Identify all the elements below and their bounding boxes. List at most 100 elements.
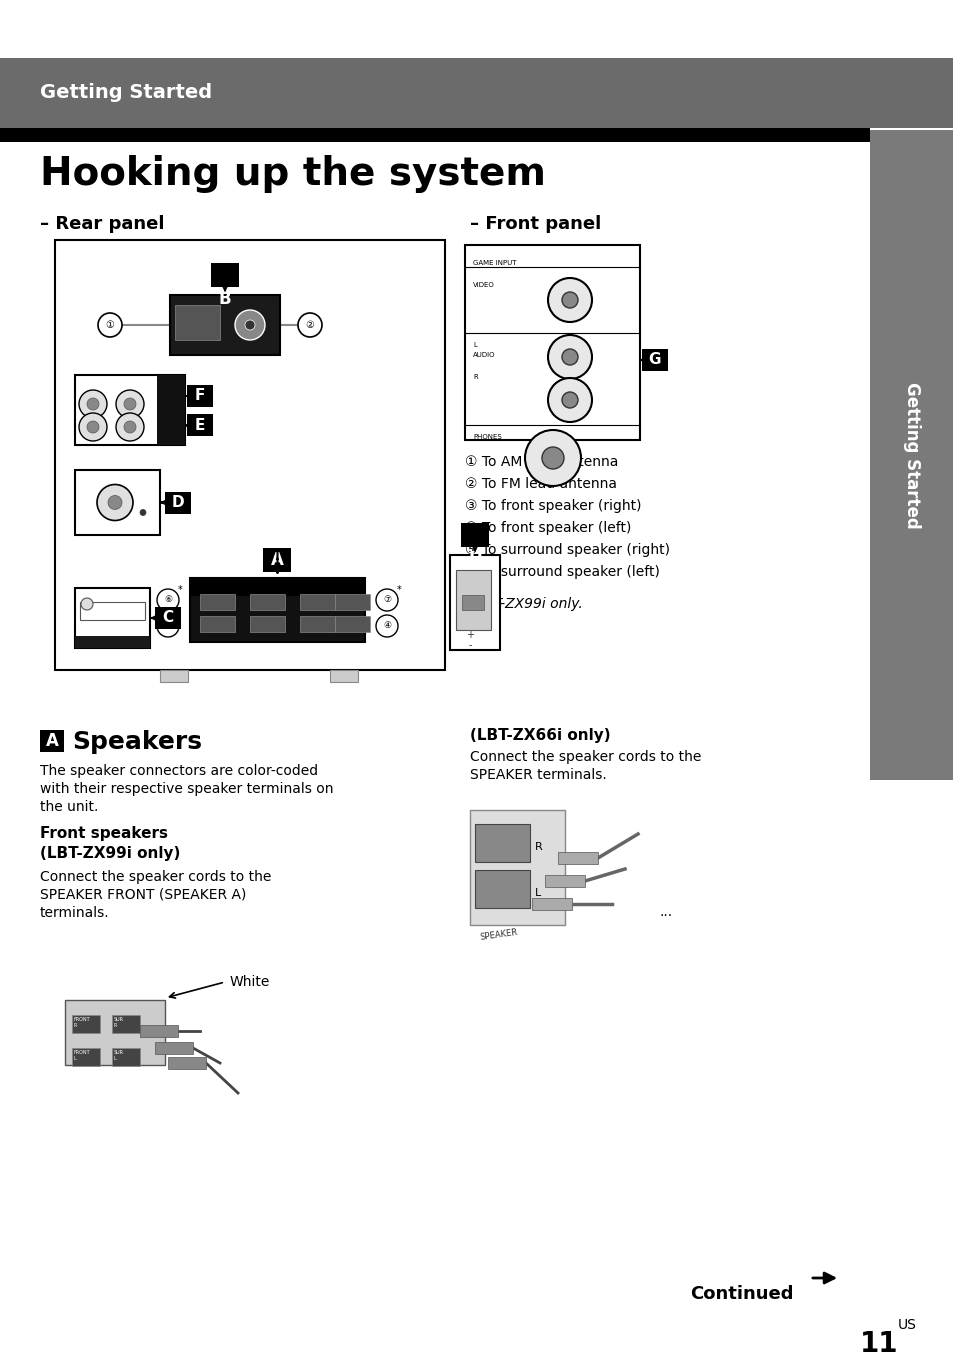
Bar	[335, 594, 370, 611]
Text: GAME INPUT: GAME INPUT	[473, 261, 516, 266]
Circle shape	[140, 509, 146, 516]
Bar	[456, 570, 491, 630]
Circle shape	[561, 392, 578, 408]
Text: E: E	[194, 418, 205, 433]
Text: PHONES: PHONES	[473, 434, 501, 440]
Text: ...: ...	[659, 905, 673, 919]
Bar	[140, 1025, 178, 1037]
Text: +: +	[465, 630, 474, 641]
Text: -: -	[468, 641, 471, 650]
Text: White: White	[230, 974, 270, 989]
Bar	[160, 670, 188, 683]
Text: C: C	[162, 611, 173, 626]
Text: A: A	[46, 731, 58, 750]
Bar	[71, 1048, 100, 1067]
Circle shape	[97, 484, 132, 521]
Circle shape	[81, 598, 92, 611]
Text: A: A	[271, 551, 284, 569]
Bar	[335, 616, 370, 632]
Text: L: L	[473, 342, 476, 347]
Bar	[263, 548, 292, 573]
Text: Getting Started: Getting Started	[902, 381, 920, 528]
Text: Speakers: Speakers	[71, 730, 202, 754]
Bar	[200, 616, 234, 632]
Text: R: R	[473, 375, 477, 380]
Bar	[544, 875, 584, 887]
Bar	[641, 349, 667, 370]
Text: *: *	[396, 585, 401, 594]
Circle shape	[547, 335, 592, 379]
Text: Getting Started: Getting Started	[40, 84, 212, 103]
Circle shape	[108, 495, 122, 509]
Bar	[470, 810, 564, 925]
Bar	[475, 870, 530, 908]
Text: SUR
L: SUR L	[113, 1050, 124, 1061]
Bar	[170, 294, 280, 356]
Text: FRONT
R: FRONT R	[74, 1016, 91, 1027]
Bar	[869, 130, 953, 780]
Bar	[165, 491, 191, 513]
Text: ① To AM loop antenna: ① To AM loop antenna	[464, 455, 618, 470]
Text: Hooking up the system: Hooking up the system	[40, 155, 545, 193]
Text: – Rear panel: – Rear panel	[40, 214, 164, 233]
Bar	[75, 636, 150, 649]
Text: Connect the speaker cords to the: Connect the speaker cords to the	[40, 870, 271, 883]
Text: ④: ④	[382, 622, 391, 631]
Circle shape	[561, 292, 578, 308]
Text: 11: 11	[859, 1330, 898, 1357]
Bar	[65, 1000, 165, 1065]
Circle shape	[547, 278, 592, 322]
Bar	[450, 555, 499, 650]
Bar	[154, 1042, 193, 1054]
Bar	[250, 616, 285, 632]
Bar	[187, 385, 213, 407]
Text: with their respective speaker terminals on: with their respective speaker terminals …	[40, 782, 334, 797]
Text: (LBT-ZX99i only): (LBT-ZX99i only)	[40, 845, 180, 860]
Bar	[112, 1048, 140, 1067]
Text: ③: ③	[164, 622, 172, 631]
Circle shape	[245, 320, 254, 330]
Text: ①: ①	[106, 320, 114, 330]
Bar	[532, 898, 572, 911]
Text: ⑥ To surround speaker (left): ⑥ To surround speaker (left)	[464, 565, 659, 579]
Text: F: F	[194, 388, 205, 403]
Bar	[190, 578, 365, 642]
Text: ⑤ To surround speaker (right): ⑤ To surround speaker (right)	[464, 543, 669, 556]
Bar	[475, 824, 530, 862]
Bar	[75, 375, 185, 445]
Circle shape	[98, 313, 122, 337]
Circle shape	[541, 446, 563, 470]
Text: Connect the speaker cords to the: Connect the speaker cords to the	[470, 750, 700, 764]
Text: SPEAKER: SPEAKER	[479, 928, 518, 942]
Text: VIDEO: VIDEO	[473, 282, 495, 288]
Bar	[75, 588, 150, 649]
Text: D: D	[172, 495, 184, 510]
Bar	[154, 607, 181, 630]
Bar	[157, 375, 185, 410]
Text: (LBT-ZX66i only): (LBT-ZX66i only)	[470, 727, 610, 744]
Bar	[299, 594, 335, 611]
Circle shape	[124, 421, 136, 433]
Circle shape	[375, 589, 397, 611]
Text: AUDIO: AUDIO	[473, 351, 495, 358]
Bar	[71, 1015, 100, 1033]
Text: terminals.: terminals.	[40, 906, 110, 920]
Text: R: R	[535, 841, 542, 852]
Circle shape	[116, 389, 144, 418]
Text: ③ To front speaker (right): ③ To front speaker (right)	[464, 499, 640, 513]
Bar	[0, 58, 953, 128]
Text: * LBT-ZX99i only.: * LBT-ZX99i only.	[464, 597, 582, 611]
Circle shape	[561, 349, 578, 365]
Bar	[299, 616, 335, 632]
Bar	[200, 594, 234, 611]
Circle shape	[87, 398, 99, 410]
Circle shape	[524, 430, 580, 486]
Text: ④ To front speaker (left): ④ To front speaker (left)	[464, 521, 631, 535]
Text: ②: ②	[305, 320, 314, 330]
Circle shape	[547, 379, 592, 422]
Bar	[157, 410, 185, 445]
Circle shape	[79, 389, 107, 418]
Text: The speaker connectors are color-coded: The speaker connectors are color-coded	[40, 764, 317, 778]
Bar	[464, 246, 639, 440]
Circle shape	[116, 413, 144, 441]
